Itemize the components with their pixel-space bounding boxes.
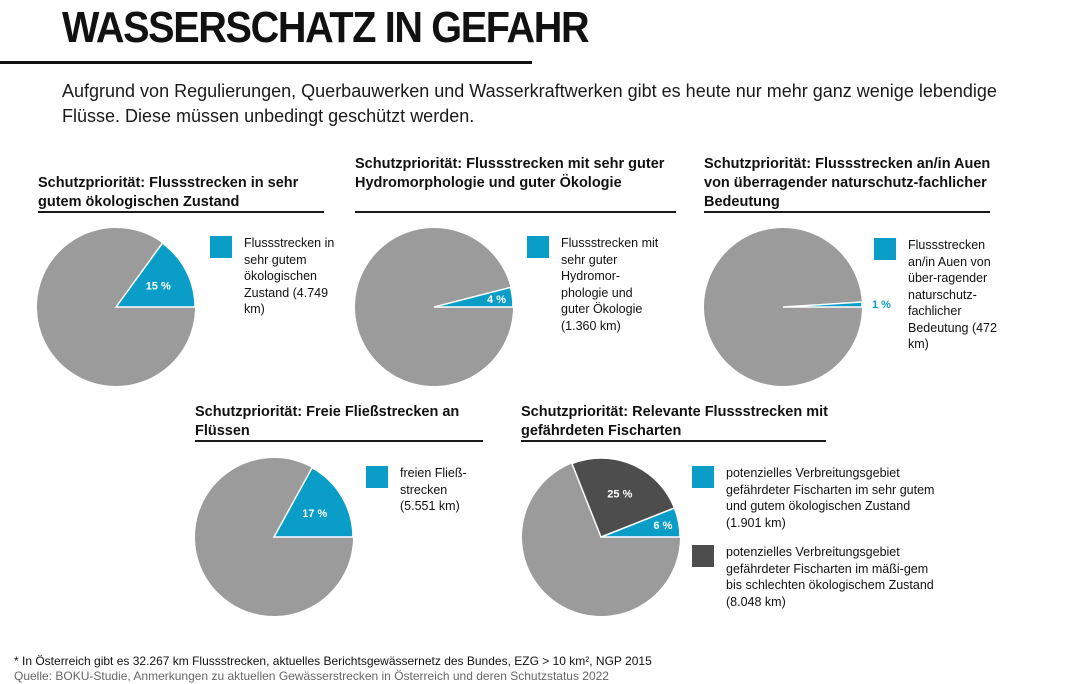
slice-label: 1 %	[872, 299, 891, 311]
legend-text: freien Fließ-strecken (5.551 km)	[400, 466, 467, 513]
pie-chart-1: 15 %	[37, 228, 196, 386]
pie-slice-2	[570, 457, 676, 538]
slice-label: 4 %	[487, 294, 506, 306]
legend-swatch	[874, 238, 896, 260]
chart-3-rule	[704, 211, 990, 213]
pie-chart-5: 6 % 25 %	[522, 457, 681, 616]
legend-swatch	[210, 236, 232, 258]
pie-chart-2: 4 %	[355, 228, 514, 387]
legend-swatch	[527, 236, 549, 258]
slice-label: 25 %	[607, 488, 632, 500]
chart-1-title: Schutzpriorität: Flussstrecken in sehr g…	[38, 175, 299, 210]
chart-1-rule	[38, 211, 324, 213]
pie-slice-1	[782, 301, 863, 308]
source-note: Quelle: BOKU-Studie, Anmerkungen zu aktu…	[14, 669, 609, 683]
chart-5-title: Schutzpriorität: Relevante Flussstrecken…	[521, 404, 828, 439]
footnote: * In Österreich gibt es 32.267 km Flusss…	[14, 654, 652, 668]
pie-slice-1	[272, 466, 354, 538]
pie-slice-1	[433, 286, 514, 308]
chart-2-title: Schutzpriorität: Flussstrecken mit sehr …	[355, 156, 665, 191]
pie-slice-remainder	[522, 463, 680, 616]
pie-chart-3: 1 %	[704, 228, 891, 387]
page-title: WASSERSCHATZ IN GEFAHR	[62, 3, 590, 52]
legend-text: potenzielles Verbreitungsgebiet gefährde…	[726, 466, 935, 530]
legend-text: potenzielles Verbreitungsgebiet gefährde…	[726, 545, 934, 609]
legend-text: Flussstrecken in sehr gutem ökologischen…	[244, 236, 335, 316]
slice-label: 6 %	[653, 520, 672, 532]
intro-text: Aufgrund von Regulierungen, Querbauwerke…	[62, 81, 997, 126]
chart-4-title: Schutzpriorität: Freie Fließstrecken an …	[195, 404, 460, 439]
pie-chart-4: 17 %	[195, 458, 354, 616]
legend-text: Flussstrecken an/in Auen von über-ragend…	[908, 238, 997, 351]
chart-3-title: Schutzpriorität: Flussstrecken an/in Aue…	[704, 156, 991, 210]
pie-slice-1	[114, 242, 196, 308]
legend-swatch	[366, 466, 388, 488]
title-underline	[0, 61, 532, 64]
legend-text: Flussstrecken mit sehr guter Hydromor-ph…	[561, 236, 659, 333]
slice-label: 15 %	[146, 280, 171, 292]
slice-label: 17 %	[302, 508, 327, 520]
chart-5-rule	[521, 440, 826, 442]
chart-4-rule	[195, 440, 483, 442]
chart-2-rule	[355, 211, 676, 213]
legend-swatch	[692, 466, 714, 488]
legend-swatch	[692, 545, 714, 567]
